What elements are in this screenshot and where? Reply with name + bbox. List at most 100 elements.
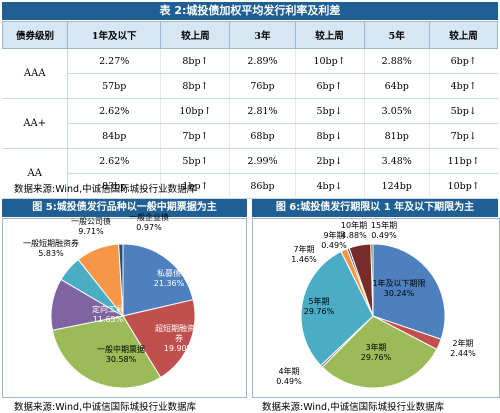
header-3y: 3年 xyxy=(229,21,296,49)
table-cell: 83bp xyxy=(67,173,162,199)
pie-slice-0 xyxy=(122,243,194,317)
table-cell: 2bp↓ xyxy=(295,148,365,174)
table-cell: 3.05% xyxy=(364,98,430,124)
header-1y: 1年及以下 xyxy=(66,21,162,49)
slice-value: 5.83% xyxy=(38,249,64,258)
fig6-label-3y: 3年期 29.76% xyxy=(351,343,401,363)
slice-value: 29.76% xyxy=(303,307,335,316)
slice-name: 2年期 xyxy=(452,339,474,348)
pie-slice-2 xyxy=(321,315,438,389)
fig6-label-2y: 2年期 2.44% xyxy=(443,339,483,359)
table-source: 数据来源:Wind,中诚信国际城投行业数据库 xyxy=(14,184,197,195)
slice-value: 29.76% xyxy=(360,353,392,362)
header-3y-change: 较上周 xyxy=(294,21,365,49)
table-cell: 11bp↑ xyxy=(429,148,498,174)
table-row: AAA 2.27% 8bp↑ 2.89% 10bp↑ 2.88% 6bp↑ xyxy=(2,48,498,99)
table-cell: 84bp xyxy=(67,123,162,149)
fig6-label-1y: 1年及以下期限 30.24% xyxy=(369,279,429,299)
slice-value: 0.49% xyxy=(276,377,302,386)
fig6-title: 图 6:城投债发行期限以 1 年及以下期限为主 xyxy=(252,199,498,217)
pie-slice-1 xyxy=(122,299,196,379)
fig6-label-15y: 15年期 0.49% xyxy=(367,221,401,241)
table-cell: 5bp↑ xyxy=(160,148,231,174)
table-cell: 2.88% xyxy=(364,48,430,74)
fig6-label-10y: 10年期 4.88% xyxy=(337,221,371,241)
fig5-label-private: 私募债 21.36% xyxy=(139,269,199,289)
slice-value: 4.88% xyxy=(341,231,367,240)
slice-name: 一般中期票据 xyxy=(97,345,145,354)
table-cell: 68bp xyxy=(229,123,296,149)
table-cell: 8bp↓ xyxy=(295,123,365,149)
table-cell: 64bp xyxy=(364,73,430,99)
table-row: AA+ 2.62% 10bp↑ 2.81% 5bp↓ 3.05% 5bp↓ xyxy=(2,98,498,149)
slice-value: 2.44% xyxy=(450,349,476,358)
fig5-label-scp: 超短期融资债券 19.90% xyxy=(153,324,205,354)
fig5-label-ppn: 定向工具 11.65% xyxy=(85,305,131,325)
table-cell: 2.62% xyxy=(67,148,162,174)
slice-value: 0.97% xyxy=(136,223,162,232)
slice-name: 一般短期融资券 xyxy=(23,239,79,248)
table-cell: 3.48% xyxy=(364,148,430,174)
header-1y-change: 较上周 xyxy=(160,21,231,49)
table-cell: 57bp xyxy=(67,73,162,99)
table-cell: 10bp↑ xyxy=(429,173,498,199)
slice-name: 一般企业债 xyxy=(129,213,169,222)
slice-value: 1.46% xyxy=(291,255,317,264)
header-5y: 5年 xyxy=(363,21,430,49)
slice-name: 定向工具 xyxy=(92,305,124,314)
table-row: 57bp 8bp↑ 76bp 6bp↑ 64bp 4bp↑ xyxy=(3,73,498,99)
table-cell: 4bp↑ xyxy=(429,73,498,99)
grade-cell: AA+ xyxy=(2,98,68,149)
fig6-label-9y: 9年期 0.49% xyxy=(317,231,351,251)
fig5-label-corp: 一般公司债 9.71% xyxy=(63,217,119,237)
slice-value: 30.58% xyxy=(105,355,137,364)
slice-name: 超短期融资债券 xyxy=(155,324,203,343)
header-5y-change: 较上周 xyxy=(428,21,499,49)
slice-name: 7年期 xyxy=(293,245,315,254)
pie-slice-2 xyxy=(51,315,162,389)
slice-name: 9年期 xyxy=(323,231,345,240)
table-cell: 76bp xyxy=(229,73,296,99)
pie-slice-0 xyxy=(372,243,446,340)
table-row: 84bp 7bp↑ 68bp 8bp↓ 81bp 7bp↓ xyxy=(3,123,498,149)
slice-name: 10年期 xyxy=(340,221,368,230)
header-grade: 债券级别 xyxy=(2,21,68,49)
fig5-label-mtn: 一般中期票据 30.58% xyxy=(91,345,151,365)
slice-name: 私募债 xyxy=(157,269,181,278)
table-row: 83bp 1bp↑ 86bp 4bp↓ 124bp 10bp↑ xyxy=(3,173,498,199)
pie-slice-8 xyxy=(370,243,374,317)
fig6-label-5y: 5年期 29.76% xyxy=(297,297,341,317)
table-row: AA 2.62% 5bp↑ 2.99% 2bp↓ 3.48% 11bp↑ xyxy=(2,148,498,199)
fig6-pie-chart xyxy=(300,243,446,389)
slice-name: 3年期 xyxy=(365,343,387,352)
rate-table: 债券级别 1年及以下 较上周 3年 较上周 5年 较上周 AAA 2.27% 8… xyxy=(2,21,499,199)
table-cell: 10bp↑ xyxy=(295,48,365,74)
table-cell: 8bp↑ xyxy=(160,73,231,99)
fig5-pie-chart xyxy=(50,243,196,389)
table-cell: 5bp↓ xyxy=(295,98,365,124)
grade-cell: AA xyxy=(2,148,68,199)
slice-value: 19.90% xyxy=(163,344,195,353)
slice-value: 21.36% xyxy=(153,279,185,288)
table-cell: 6bp↑ xyxy=(429,48,498,74)
table-cell: 81bp xyxy=(364,123,430,149)
table-cell: 124bp xyxy=(364,173,430,199)
table-header-row: 债券级别 1年及以下 较上周 3年 较上周 5年 较上周 xyxy=(2,21,499,49)
fig6-panel: 1年及以下期限 30.24% 2年期 2.44% 3年期 29.76% 4年期 0.49… xyxy=(252,218,500,398)
slice-name: 15年期 xyxy=(370,221,398,230)
table-cell: 2.62% xyxy=(67,98,162,124)
table-cell: 2.89% xyxy=(229,48,296,74)
slice-value: 0.49% xyxy=(321,241,347,250)
fig5-source: 数据来源:Wind,中诚信国际城投行业数据库 xyxy=(14,402,197,413)
fig6-source: 数据来源:Wind,中诚信国际城投行业数据库 xyxy=(262,402,445,413)
table-cell: 7bp↓ xyxy=(429,123,498,149)
slice-name: 一般公司债 xyxy=(71,217,111,226)
grade-cell: AAA xyxy=(2,48,68,99)
table-cell: 86bp xyxy=(229,173,296,199)
table-title: 表 2:城投债加权平均发行利率及利差 xyxy=(2,2,498,20)
pie-slice-6 xyxy=(118,243,124,317)
fig5-label-ent: 一般企业债 0.97% xyxy=(121,213,177,233)
table-cell: 7bp↑ xyxy=(160,123,231,149)
slice-name: 1年及以下期限 xyxy=(372,279,426,288)
fig6-label-4y: 4年期 0.49% xyxy=(269,367,309,387)
